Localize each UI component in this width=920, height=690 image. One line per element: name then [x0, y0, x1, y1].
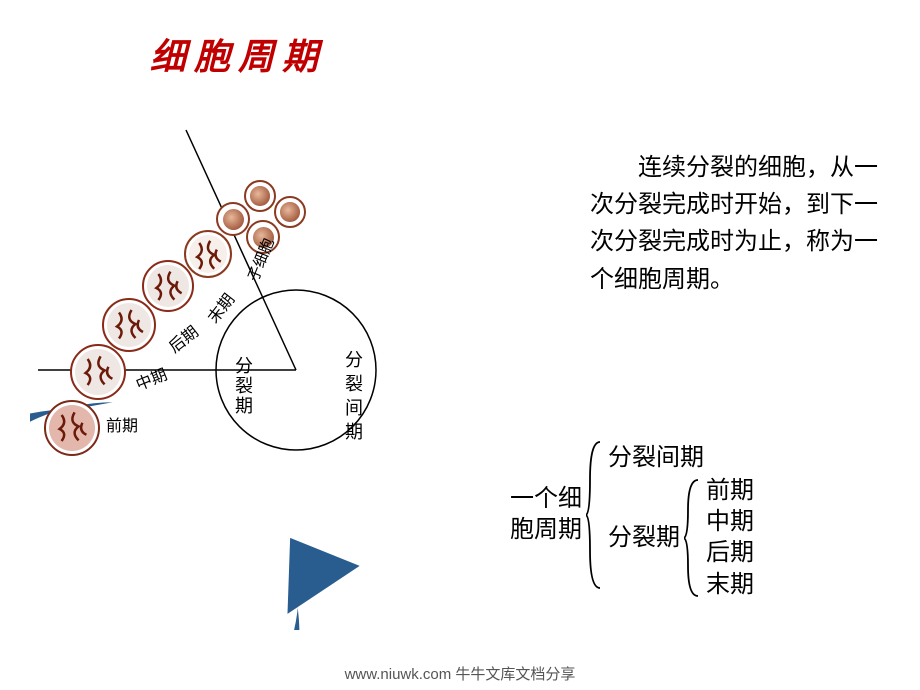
- tree-branch-division: 分裂期: [608, 520, 680, 556]
- description-text: 连续分裂的细胞，从一次分裂完成时开始，到下一次分裂完成时为止，称为一个细胞周期。: [590, 150, 890, 299]
- cycle-hierarchy: 一个细胞周期 分裂间期 分裂期 前期中期后期末期: [510, 440, 754, 590]
- inner-label-interphase: 分裂间期: [340, 350, 366, 446]
- tree-leaf: 后期: [706, 538, 754, 569]
- tree-leaf: 中期: [706, 507, 754, 538]
- inner-label-division: 分裂期: [230, 356, 256, 416]
- phase-cell: [274, 196, 306, 228]
- phase-cell: [70, 344, 126, 400]
- tree-branch-interphase: 分裂间期: [608, 440, 754, 476]
- phase-cell: [244, 180, 276, 212]
- phase-cell: [44, 400, 100, 456]
- cell-cycle-diagram: 前期中期后期末期子细胞 分裂期 分裂间期: [30, 120, 540, 630]
- tree-leaf: 前期: [706, 476, 754, 507]
- phase-cell: [184, 230, 232, 278]
- phase-label: 前期: [106, 412, 138, 436]
- footer-credit: www.niuwk.com 牛牛文库文档分享: [0, 663, 920, 684]
- page-title: 细胞周期: [150, 28, 326, 80]
- tree-root: 一个细胞周期: [510, 484, 582, 546]
- phase-cell: [216, 202, 250, 236]
- tree-leaf: 末期: [706, 570, 754, 601]
